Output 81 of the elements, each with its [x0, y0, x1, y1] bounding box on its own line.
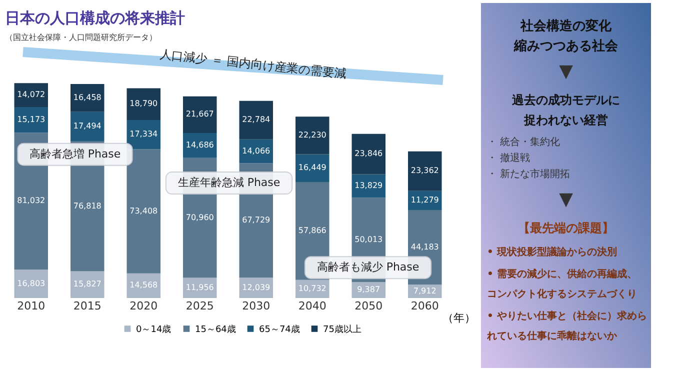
- bar: [183, 133, 217, 158]
- data-label: 14,568: [130, 280, 158, 290]
- data-label: 16,449: [298, 163, 326, 172]
- data-label: 14,066: [242, 146, 270, 156]
- x-axis-title: （年）: [442, 312, 476, 324]
- annotation: 高齢者急増 Phase: [29, 147, 121, 160]
- data-label: 81,032: [17, 196, 46, 206]
- legend-label: 0～14歳: [136, 324, 172, 335]
- data-label: 50,013: [354, 234, 383, 244]
- text: ▼: [559, 189, 574, 210]
- text: （国立社会保障・人口問題研究所データ）: [5, 33, 157, 42]
- data-label: 11,279: [410, 195, 439, 204]
- bar: [14, 106, 48, 133]
- x-tick-label: 2060: [410, 300, 439, 312]
- text: 捉われない経営: [523, 113, 608, 127]
- bar: [296, 154, 330, 182]
- data-label: 7,912: [413, 286, 436, 296]
- data-label: 70,960: [186, 212, 214, 222]
- data-label: 18,790: [130, 99, 158, 108]
- data-label: 73,408: [130, 206, 158, 216]
- data-label: 76,818: [73, 201, 102, 210]
- chart-title: 日本の人口構成の将来推計: [5, 9, 185, 27]
- legend-label: 15～64歳: [195, 324, 236, 335]
- data-label: 22,784: [242, 115, 270, 124]
- data-label: 57,866: [298, 226, 326, 235]
- data-label: 16,803: [17, 278, 46, 288]
- bar: [126, 88, 160, 120]
- data-label: 14,072: [17, 90, 46, 100]
- text: ・ 統合・集約化: [487, 136, 560, 148]
- text: れている仕事に乖離はないか: [486, 330, 618, 342]
- annotation: 生産年齢急減 Phase: [178, 176, 280, 190]
- x-tick-label: 2030: [242, 300, 270, 312]
- data-label: 44,183: [410, 242, 439, 252]
- text: 【最先端の課題】: [518, 221, 614, 235]
- annotation: 高齢者も減少 Phase: [316, 260, 420, 274]
- data-label: 13,829: [354, 180, 383, 190]
- data-label: 23,846: [354, 149, 383, 158]
- text: ▼: [559, 61, 574, 82]
- text: 人口減少 ＝ 国内向け産業の需要減: [158, 47, 348, 81]
- text: 過去の成功モデルに: [511, 93, 620, 107]
- data-label: 11,956: [186, 282, 214, 292]
- text: • やりたい仕事と（社会に）求めら: [487, 310, 647, 322]
- legend-label: 75歳以上: [323, 324, 362, 335]
- text: • 需要の減少に、供給の再編成、: [487, 268, 637, 280]
- bar: [408, 151, 442, 191]
- text: • 現状投影型議論からの決別: [487, 246, 617, 258]
- data-label: 17,494: [73, 122, 102, 131]
- x-tick-label: 2025: [186, 300, 214, 312]
- legend-label: 65～74歳: [259, 324, 300, 335]
- x-tick-label: 2015: [73, 300, 102, 312]
- x-tick-label: 2010: [17, 300, 46, 312]
- data-label: 10,732: [298, 284, 326, 293]
- x-tick-label: 2040: [298, 300, 326, 312]
- bar: [70, 112, 104, 142]
- bar: [239, 100, 273, 140]
- data-label: 16,458: [73, 92, 102, 102]
- text: ・ 新たな市場開拓: [487, 168, 570, 180]
- bar: [70, 84, 104, 112]
- x-tick-label: 2050: [354, 300, 383, 312]
- text: 縮みつつある社会: [513, 38, 619, 54]
- data-label: 22,230: [298, 130, 326, 140]
- data-label: 23,362: [410, 166, 439, 176]
- data-label: 21,667: [186, 110, 214, 119]
- bar: [126, 149, 160, 274]
- data-label: 17,334: [130, 130, 158, 139]
- bar: [14, 270, 48, 298]
- x-tick-label: 2020: [130, 300, 158, 312]
- bar: [183, 96, 217, 134]
- data-label: 15,827: [73, 280, 102, 289]
- text: コンパクト化するシステムづくり: [487, 288, 637, 300]
- bar: [296, 116, 330, 154]
- text: ・ 撤退戦: [487, 152, 530, 164]
- data-label: 14,686: [186, 140, 214, 150]
- data-label: 67,729: [242, 215, 270, 224]
- bar: [14, 83, 48, 107]
- data-label: 15,173: [17, 114, 46, 124]
- bar: [352, 134, 386, 174]
- data-label: 9,387: [357, 285, 380, 294]
- data-label: 12,039: [242, 282, 270, 292]
- bar: [70, 271, 104, 298]
- text: 社会構造の変化: [520, 18, 612, 34]
